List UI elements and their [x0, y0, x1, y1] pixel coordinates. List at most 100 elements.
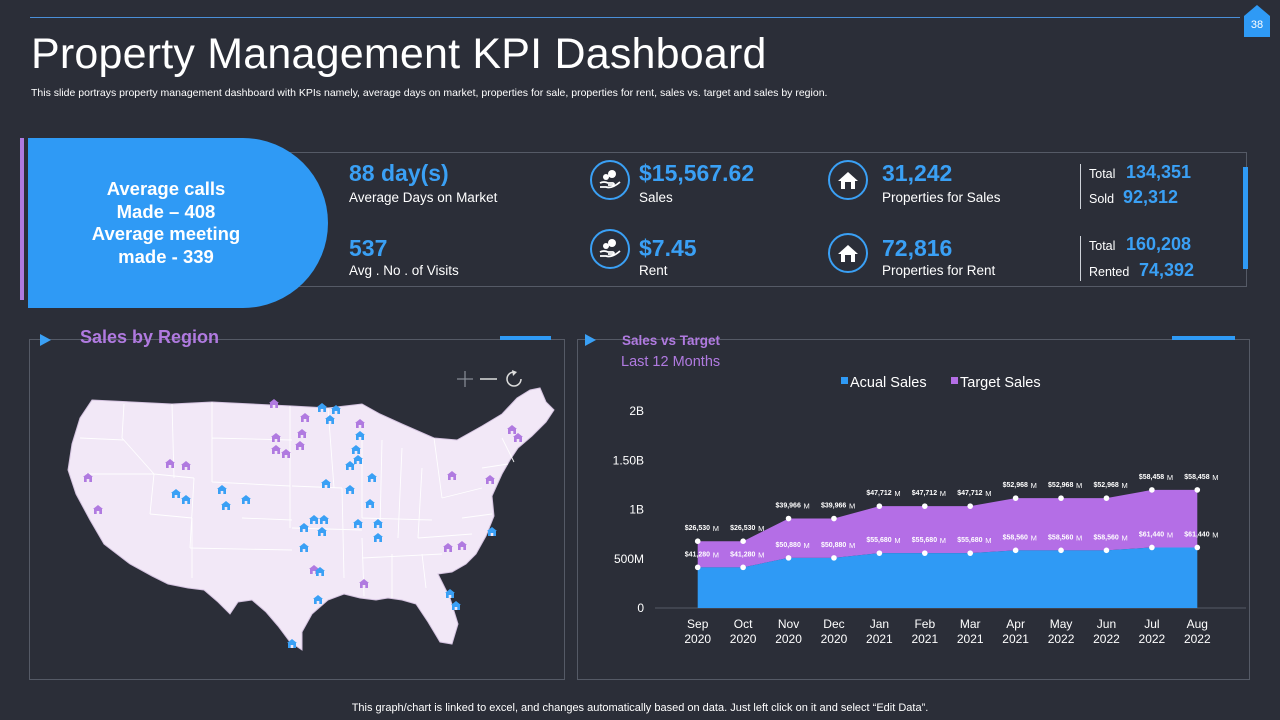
house-pin-icon — [319, 515, 329, 524]
x-tick-label: Aug — [1187, 617, 1208, 631]
rent-label: Rent — [639, 263, 668, 278]
x-tick-label-year: 2021 — [866, 632, 893, 646]
house-pin-icon — [353, 519, 363, 528]
x-tick-label: Apr — [1006, 617, 1025, 631]
series-area-target-sales[interactable] — [697, 489, 1198, 568]
target-sales-point[interactable] — [740, 538, 746, 545]
sales-by-region-title: Sales by Region — [80, 327, 220, 347]
house-pin-icon — [309, 515, 319, 524]
target-sales-point[interactable] — [1103, 495, 1110, 501]
target-sales-unit: M — [1167, 473, 1173, 482]
actual-sales-point[interactable] — [921, 550, 928, 556]
divider — [1080, 164, 1081, 209]
house-pin-icon — [451, 601, 461, 610]
house-pin-icon — [447, 471, 457, 480]
x-tick-label-year: 2022 — [1139, 632, 1166, 646]
target-sales-point[interactable] — [785, 515, 792, 522]
y-tick-label: 2B — [629, 404, 644, 418]
actual-sales-label: $50,880 — [821, 542, 846, 549]
properties-for-sale-label: Properties for Sales — [882, 190, 1001, 205]
actual-sales-label: $55,680 — [866, 537, 891, 544]
actual-sales-label: $41,280 — [730, 551, 755, 558]
house-pin-icon — [287, 639, 297, 648]
house-pin-icon — [331, 405, 341, 414]
meetings-value: made - 339 — [118, 245, 214, 267]
house-pin-icon — [281, 449, 291, 458]
target-sales-point[interactable] — [1058, 495, 1064, 501]
actual-sales-point[interactable] — [967, 550, 974, 556]
actual-sales-label: $58,560 — [1003, 534, 1028, 541]
actual-sales-label: $55,680 — [957, 537, 982, 544]
actual-sales-point[interactable] — [1058, 547, 1064, 554]
x-tick-label: Oct — [734, 617, 753, 631]
calls-meetings-card: Average calls Made – 408 Average meeting… — [28, 138, 328, 308]
target-sales-point[interactable] — [1012, 495, 1019, 501]
house-pin-icon — [313, 595, 323, 604]
house-pin-icon — [373, 519, 383, 528]
target-sales-point[interactable] — [1149, 487, 1155, 493]
refresh-icon[interactable] — [506, 370, 522, 387]
target-sales-point[interactable] — [831, 515, 837, 522]
meetings-label: Average meeting — [91, 223, 241, 244]
house-pin-icon — [373, 533, 383, 542]
x-tick-label-year: 2020 — [775, 632, 802, 646]
target-sales-unit: M — [849, 502, 855, 511]
page-subtitle: This slide portrays property management … — [31, 87, 828, 99]
actual-sales-point[interactable] — [1149, 544, 1155, 551]
actual-sales-point[interactable] — [831, 555, 837, 561]
map-toolbar — [457, 370, 522, 387]
target-sales-point[interactable] — [876, 503, 883, 509]
target-sales-unit: M — [1121, 481, 1127, 490]
target-sales-point[interactable] — [1194, 487, 1201, 493]
house-pin-icon — [297, 429, 307, 438]
total-rent-label: Total — [1089, 239, 1116, 253]
actual-sales-point[interactable] — [740, 564, 746, 571]
legend-label[interactable]: Acual Sales — [850, 375, 927, 391]
play-marker-icon — [585, 334, 596, 346]
sales-label: Sales — [639, 190, 673, 205]
house-pin-icon — [355, 431, 365, 440]
actual-sales-point[interactable] — [876, 550, 883, 556]
x-tick-label: Jul — [1144, 617, 1159, 631]
actual-sales-point[interactable] — [1103, 547, 1110, 554]
target-sales-label: $47,712 — [957, 490, 982, 497]
house-pin-icon — [367, 473, 377, 482]
legend-label[interactable]: Target Sales — [960, 375, 1041, 391]
money-hand-icon — [590, 160, 630, 200]
house-pin-icon — [359, 579, 369, 588]
house-pin-icon — [181, 495, 191, 504]
actual-sales-point[interactable] — [1012, 547, 1019, 554]
y-tick-label: 1.50B — [613, 453, 644, 467]
actual-sales-unit: M — [758, 550, 764, 559]
house-pin-icon — [181, 461, 191, 470]
house-pin-icon — [325, 415, 335, 424]
x-tick-label: Mar — [960, 617, 981, 631]
actual-sales-unit: M — [1031, 533, 1037, 542]
target-sales-point[interactable] — [921, 503, 928, 509]
visits-label: Avg . No . of Visits — [349, 263, 459, 278]
target-sales-point[interactable] — [967, 503, 974, 509]
zoom-in-icon[interactable] — [457, 371, 473, 387]
usa-map[interactable] — [62, 378, 562, 668]
house-pin-icon — [299, 543, 309, 552]
actual-sales-point[interactable] — [785, 555, 792, 561]
x-tick-label-year: 2020 — [684, 632, 711, 646]
house-pin-icon — [457, 541, 467, 550]
house-pin-icon — [345, 461, 355, 470]
days-on-market-value: 88 day(s) — [349, 160, 449, 186]
actual-sales-unit: M — [1212, 530, 1218, 539]
map-pins — [83, 399, 523, 648]
series-area-actual-sales[interactable] — [697, 547, 1198, 608]
target-sales-point[interactable] — [694, 538, 701, 545]
actual-sales-point[interactable] — [1194, 544, 1201, 551]
sales-vs-target-subtitle: Last 12 Months — [621, 354, 721, 370]
target-sales-label: $52,968 — [1093, 482, 1118, 489]
legend-swatch — [951, 377, 958, 384]
house-pin-icon — [165, 459, 175, 468]
house-pin-icon — [365, 499, 375, 508]
actual-sales-point[interactable] — [694, 564, 701, 571]
actual-sales-unit: M — [1076, 533, 1082, 542]
house-pin-icon — [345, 485, 355, 494]
actual-sales-label: $50,880 — [776, 542, 801, 549]
